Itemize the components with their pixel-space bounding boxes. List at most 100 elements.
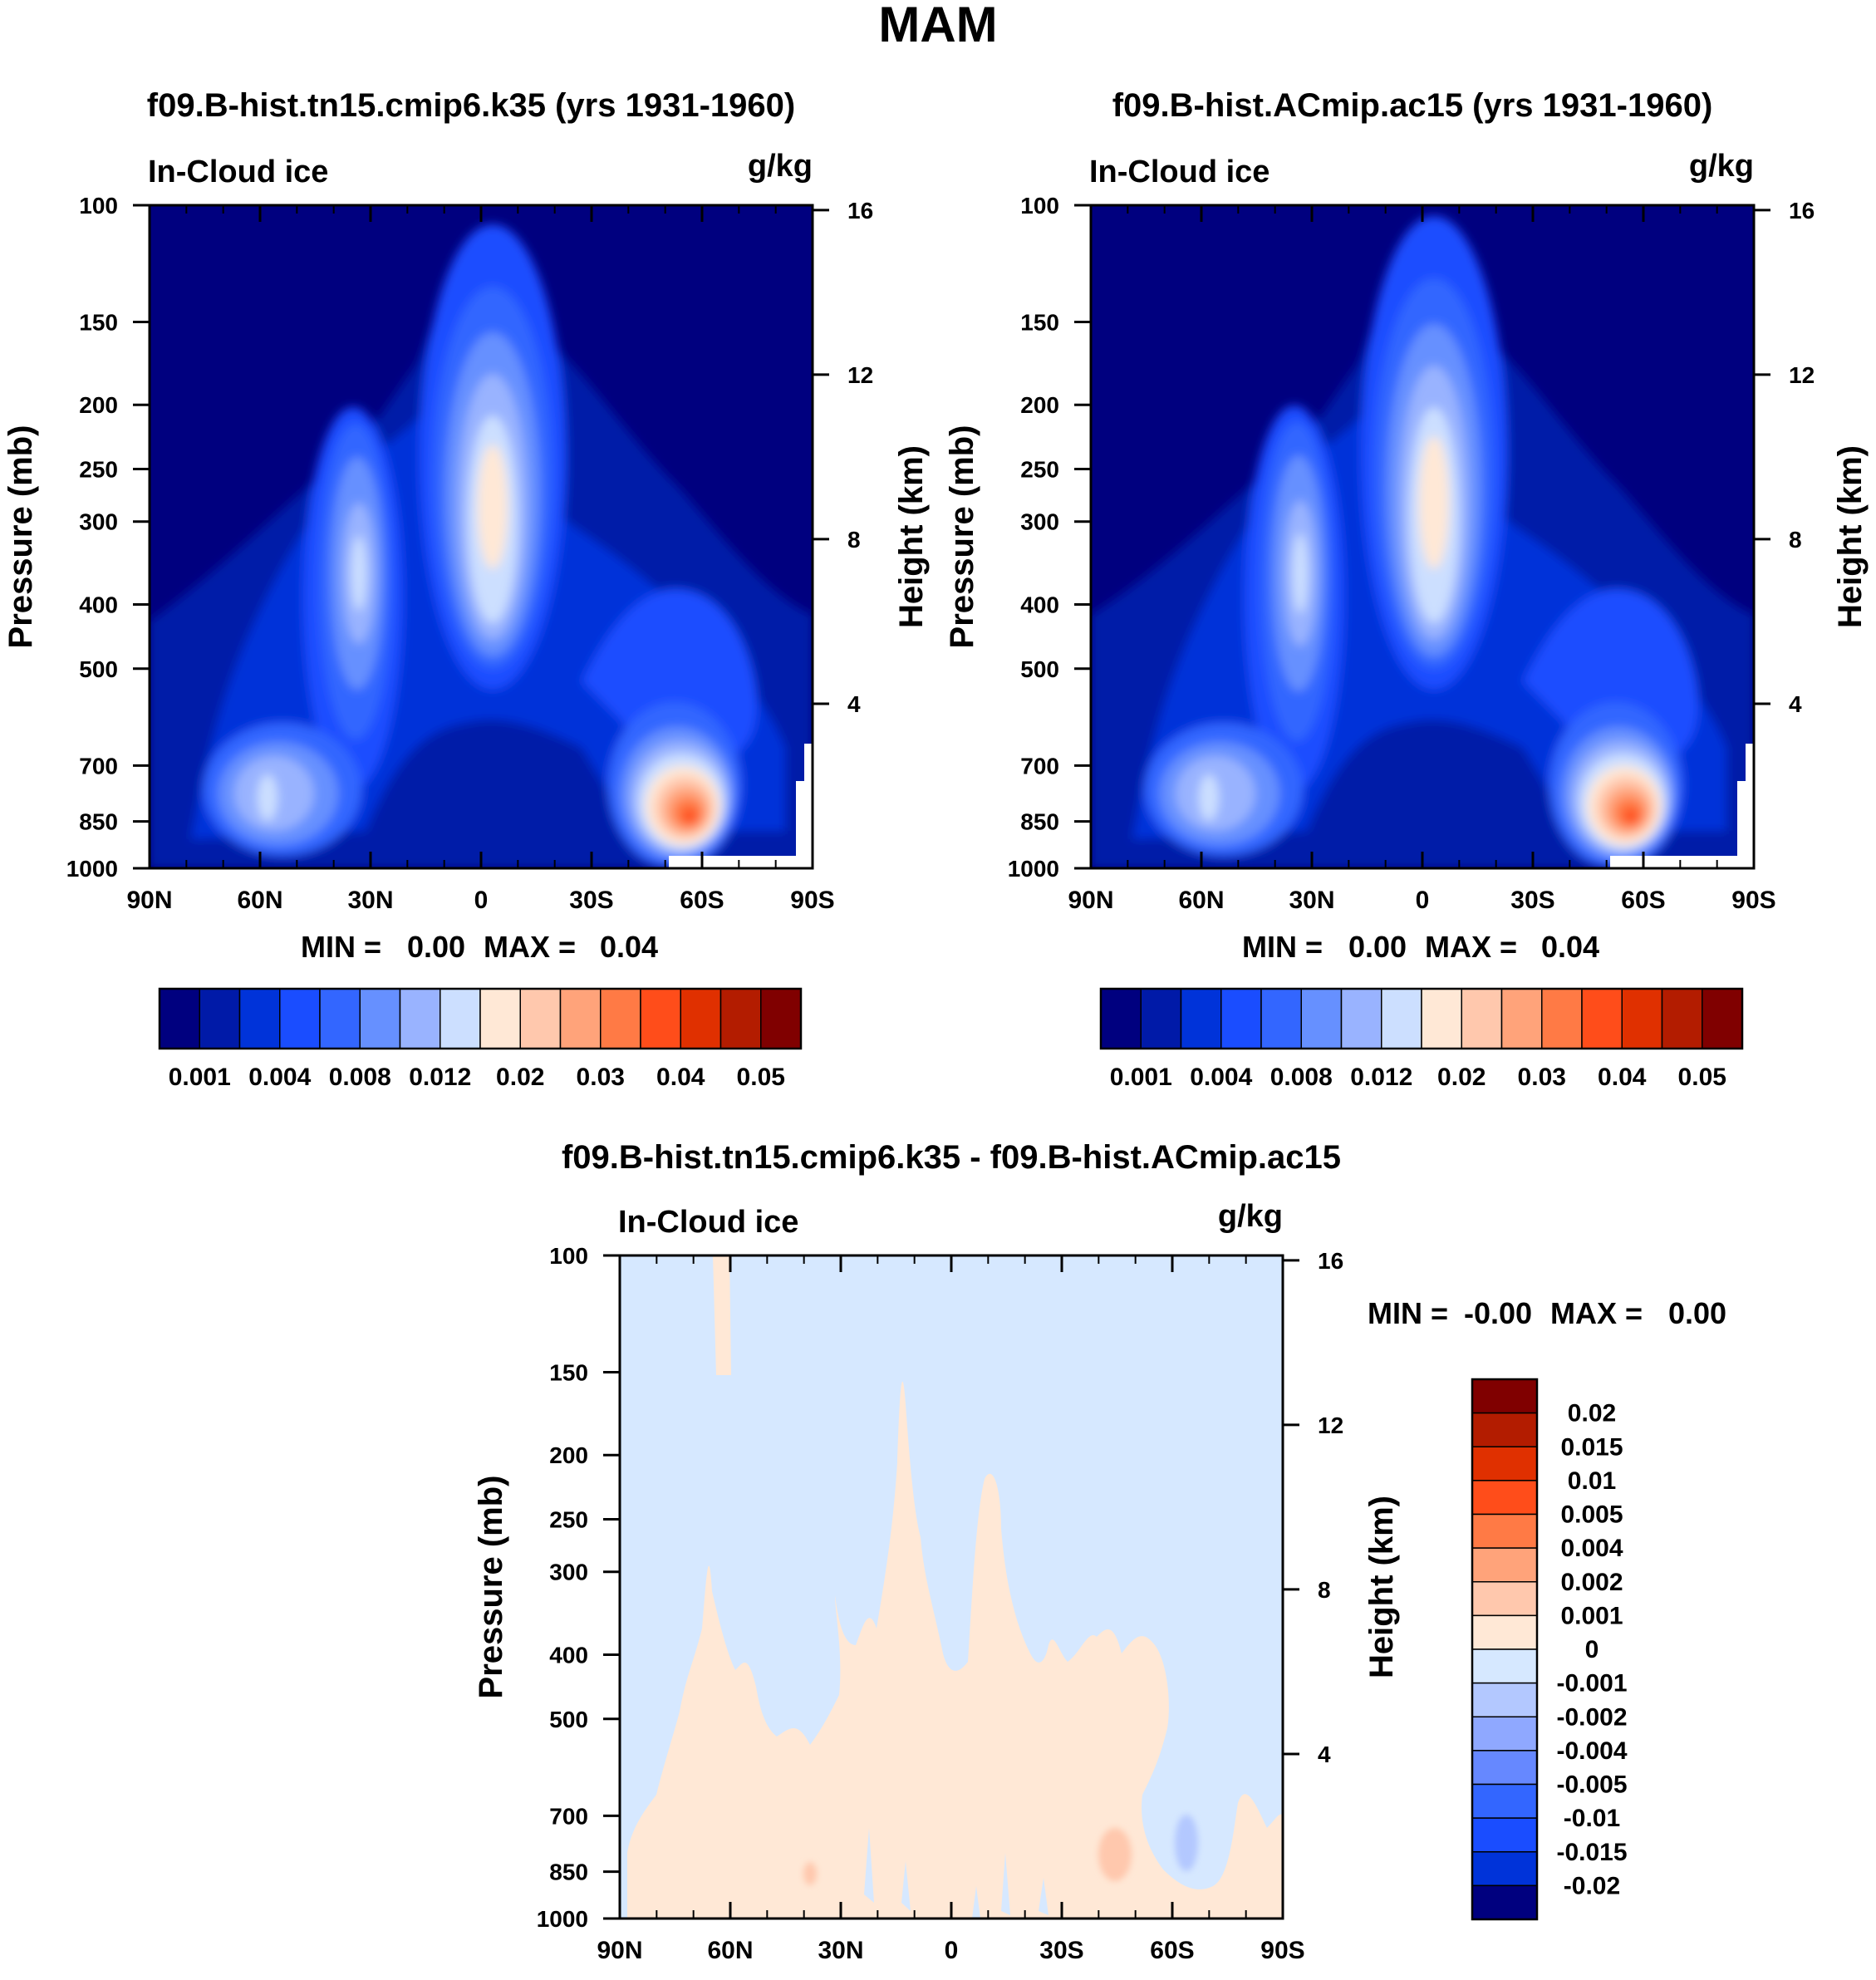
pressure-tick-label: 150: [1020, 310, 1059, 336]
colorbar-swatch: [1471, 1480, 1538, 1516]
colorbar-label: 0.004: [248, 1064, 311, 1091]
pressure-axis-label: Pressure (mb): [2, 425, 39, 649]
min-label: MIN =: [1242, 930, 1323, 964]
colorbar-swatch: [1100, 988, 1142, 1049]
colorbar-swatch: [760, 988, 802, 1049]
colorbar-swatch: [1471, 1648, 1538, 1684]
colorbar-swatch: [319, 988, 361, 1049]
colorbar-swatch: [1471, 1716, 1538, 1752]
panel-experiment: f09.B-hist.ACmip.ac15 (yrs 1931-1960) In…: [944, 87, 1869, 1091]
colorbar-label: -0.005: [1556, 1771, 1627, 1799]
pressure-tick-label: 200: [549, 1442, 588, 1468]
colorbar-label: 0.03: [1518, 1064, 1566, 1091]
x-axis: 90N 60N 30N 0 30S 60S 90S: [597, 1255, 1305, 1964]
height-tick-label: 16: [1318, 1248, 1343, 1274]
colorbar-label: 0.001: [1560, 1602, 1623, 1629]
pressure-tick-label: 300: [79, 509, 118, 535]
pressure-axis-label: Pressure (mb): [944, 425, 980, 649]
x-tick-label: 90S: [790, 887, 834, 914]
units-label: g/kg: [1218, 1199, 1283, 1234]
colorbar-swatch: [159, 988, 200, 1049]
units-label: g/kg: [748, 149, 813, 184]
colorbar-swatch: [1220, 988, 1262, 1049]
colorbar-frame: [158, 987, 803, 1050]
nh-col-5: [351, 536, 366, 611]
colorbar-label: 0.05: [1678, 1064, 1726, 1091]
pressure-tick-label: 250: [549, 1507, 588, 1533]
x-tick-label: 30S: [1510, 887, 1554, 914]
colorbar-swatch: [719, 988, 762, 1049]
x-tick-label: 0: [474, 887, 489, 914]
panel-control: f09.B-hist.tn15.cmip6.k35 (yrs 1931-1960…: [2, 87, 930, 1091]
sh-max-9: [1623, 808, 1638, 823]
min-label: MIN =: [1368, 1296, 1448, 1330]
units-label: g/kg: [1689, 149, 1754, 184]
eq-tower-6: [1419, 436, 1449, 569]
colorbar-label: -0.02: [1564, 1872, 1620, 1899]
height-tick-label: 8: [1789, 527, 1802, 553]
x-tick-label: 60N: [237, 887, 282, 914]
colorbar-swatch: [1471, 1614, 1538, 1650]
colorbar-swatch: [1260, 988, 1302, 1049]
pressure-tick-label: 500: [549, 1707, 588, 1732]
positive-strip: [713, 1255, 731, 1375]
x-tick-label: 30S: [1039, 1937, 1083, 1964]
colorbar-label: 0.004: [1190, 1064, 1252, 1091]
colorbar-label: 0.008: [1270, 1064, 1333, 1091]
pressure-tick-label: 850: [79, 809, 118, 835]
missing-data-region: [669, 744, 813, 868]
x-tick-label: 30N: [1289, 887, 1334, 914]
pressure-axis: 100 150 200 250 300 400 500 700 850 1000: [537, 1243, 620, 1932]
blur-layer: [803, 1815, 1198, 1885]
pressure-tick-label: 400: [79, 592, 118, 617]
positive-spot-sh: [1098, 1828, 1132, 1881]
colorbar-label: 0.02: [496, 1064, 544, 1091]
colorbar-swatch: [1300, 988, 1343, 1049]
height-axis-label: Height (km): [1832, 445, 1869, 628]
x-tick-label: 90N: [1068, 887, 1113, 914]
colorbar-label: -0.002: [1556, 1703, 1627, 1731]
height-tick-label: 16: [1789, 198, 1815, 224]
colorbar-swatch: [1471, 1581, 1538, 1617]
panel-difference: f09.B-hist.tn15.cmip6.k35 - f09.B-hist.A…: [473, 1139, 1726, 1964]
pressure-tick-label: 100: [1020, 193, 1059, 219]
colorbar-swatch: [279, 988, 321, 1049]
colorbar-label: -0.001: [1556, 1670, 1627, 1697]
colorbar-swatch: [1340, 988, 1382, 1049]
colorbar-swatch: [1702, 988, 1743, 1049]
panel-title: f09.B-hist.ACmip.ac15 (yrs 1931-1960): [1112, 87, 1713, 124]
figure-title: MAM: [878, 0, 997, 52]
colorbar-label: 0.001: [169, 1064, 231, 1091]
nh-low-4: [1199, 774, 1219, 821]
colorbar-swatch: [1471, 1750, 1538, 1786]
pressure-tick-label: 150: [549, 1360, 588, 1386]
min-value: 0.00: [1348, 930, 1407, 964]
min-max-readout: MIN = -0.00 MAX = 0.00: [1368, 1296, 1726, 1330]
colorbar-swatch: [1471, 1682, 1538, 1717]
x-tick-label: 90N: [597, 1937, 642, 1964]
colorbar-label: 0.002: [1560, 1569, 1623, 1596]
colorbar-swatch: [359, 988, 401, 1049]
colorbar-swatch: [1461, 988, 1503, 1049]
colorbar-label: 0.015: [1560, 1433, 1623, 1461]
min-max-readout: MIN = 0.00 MAX = 0.04: [301, 930, 658, 964]
colorbar-swatch: [479, 988, 521, 1049]
pressure-tick-label: 500: [79, 656, 118, 682]
height-axis: 16 12 8 4: [1754, 198, 1815, 717]
colorbar-swatch: [1471, 1378, 1538, 1414]
contour-field: [150, 205, 813, 868]
x-tick-label: 30N: [347, 887, 393, 914]
x-tick-label: 60S: [1150, 1937, 1194, 1964]
min-value: 0.00: [407, 930, 465, 964]
height-tick-label: 8: [1318, 1577, 1331, 1603]
negative-streaks: [864, 1828, 1048, 1919]
pressure-tick-label: 700: [549, 1803, 588, 1829]
blur-layer: [150, 224, 813, 868]
colorbar-label: 0.04: [1598, 1064, 1647, 1091]
nh-col-5: [1293, 533, 1308, 613]
colorbar-label: 0.05: [737, 1064, 785, 1091]
pressure-tick-label: 200: [1020, 392, 1059, 418]
pressure-tick-label: 850: [549, 1860, 588, 1885]
pressure-tick-label: 500: [1020, 656, 1059, 682]
